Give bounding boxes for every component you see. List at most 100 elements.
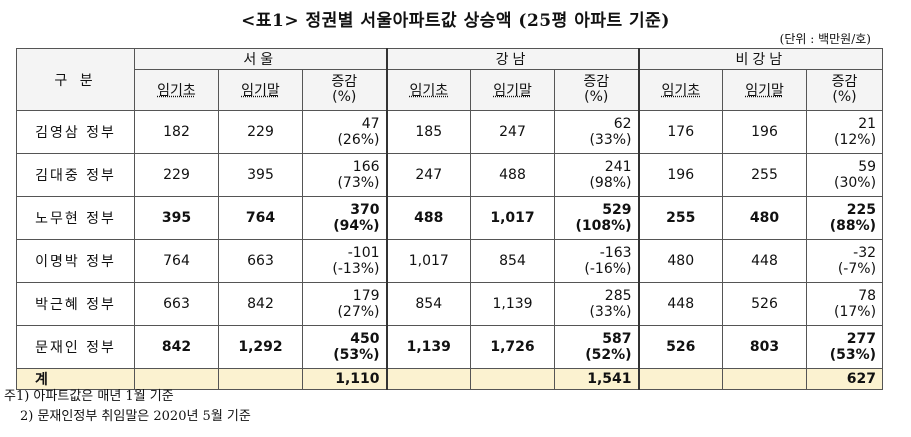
- non-change-cell: 59 (30%): [806, 153, 884, 197]
- change-percent: (73%): [337, 175, 380, 191]
- change-value: 241: [604, 159, 632, 175]
- gangnam-start-cell: 1,139: [385, 325, 472, 369]
- row-label: 노무현 정부: [16, 196, 135, 240]
- seoul-change-cell: 47 (26%): [301, 110, 388, 154]
- col-change: 증감 (%): [301, 69, 388, 111]
- total-gangnam: 1,541: [554, 368, 640, 390]
- total-non-gangnam: 627: [806, 368, 884, 390]
- gangnam-change-cell: 285 (33%): [554, 282, 640, 326]
- table-row: 김영삼 정부 182 229 47 (26%) 185 247 62 (33%) 176 196 21…: [16, 110, 884, 154]
- non-start-cell: 448: [637, 282, 724, 326]
- change-percent: (33%): [589, 304, 632, 320]
- table-row: 박근혜 정부 663 842 179 (27%) 854 1,139 285 (33%) 448 5…: [16, 282, 884, 326]
- seoul-change-cell: 179 (27%): [301, 282, 388, 326]
- non-start-cell: 196: [637, 153, 724, 197]
- change-percent: (53%): [829, 347, 877, 363]
- row-label-header: 구 분: [16, 48, 135, 111]
- seoul-end-cell: 663: [218, 239, 303, 283]
- seoul-change-cell: -101 (-13%): [301, 239, 388, 283]
- change-percent: (88%): [829, 218, 877, 234]
- gangnam-end-cell: 1,726: [470, 325, 556, 369]
- gangnam-end-cell: 247: [470, 110, 556, 154]
- table-row: 김대중 정부 229 395 166 (73%) 247 488 241 (98%) 196 255…: [16, 153, 884, 197]
- group-header-gangnam: 강남: [385, 48, 640, 70]
- change-percent: (108%): [575, 218, 632, 234]
- change-value: -163: [599, 245, 632, 261]
- table-body: 김영삼 정부 182 229 47 (26%) 185 247 62 (33%) 176 196 21…: [16, 110, 884, 369]
- seoul-start-cell: 663: [134, 282, 219, 326]
- col-start: 임기초: [134, 69, 219, 111]
- row-label: 문재인 정부: [16, 325, 135, 369]
- non-end-cell: 803: [722, 325, 808, 369]
- non-end-cell: 255: [722, 153, 808, 197]
- seoul-end-cell: 229: [218, 110, 303, 154]
- total-seoul: 1,110: [301, 368, 388, 390]
- non-end-cell: 196: [722, 110, 808, 154]
- change-value: 277: [846, 331, 877, 347]
- table-row: 노무현 정부 395 764 370 (94%) 488 1,017 529 (108%) 255…: [16, 196, 884, 240]
- non-end-cell: 526: [722, 282, 808, 326]
- change-value: 21: [858, 116, 877, 132]
- change-value: 285: [604, 288, 632, 304]
- seoul-start-cell: 395: [134, 196, 219, 240]
- non-start-cell: 255: [637, 196, 724, 240]
- row-label: 김영삼 정부: [16, 110, 135, 154]
- change-percent: (53%): [333, 347, 380, 363]
- col-change: 증감 (%): [806, 69, 884, 111]
- change-percent: (94%): [333, 218, 380, 234]
- change-percent: (52%): [585, 347, 632, 363]
- row-label: 김대중 정부: [16, 153, 135, 197]
- total-label: 계: [16, 368, 135, 390]
- seoul-end-cell: 842: [218, 282, 303, 326]
- gangnam-end-cell: 1,139: [470, 282, 556, 326]
- gangnam-start-cell: 247: [385, 153, 472, 197]
- col-end: 임기말: [218, 69, 303, 111]
- footnote-1: 주1) 아파트값은 매년 1월 기준: [4, 389, 174, 404]
- non-change-cell: 78 (17%): [806, 282, 884, 326]
- gangnam-change-cell: 529 (108%): [554, 196, 640, 240]
- non-change-cell: 21 (12%): [806, 110, 884, 154]
- non-start-cell: 480: [637, 239, 724, 283]
- seoul-start-cell: 229: [134, 153, 219, 197]
- col-end: 임기말: [470, 69, 556, 111]
- change-percent: (17%): [833, 304, 877, 320]
- change-value: 587: [602, 331, 632, 347]
- change-value: -101: [347, 245, 380, 261]
- change-value: 47: [361, 116, 380, 132]
- row-label: 박근혜 정부: [16, 282, 135, 326]
- table-row: 문재인 정부 842 1,292 450 (53%) 1,139 1,726 587 (52%)…: [16, 325, 884, 369]
- gangnam-start-cell: 1,017: [385, 239, 472, 283]
- table-title: <표1> 정권별 서울아파트값 상승액 (25평 아파트 기준): [241, 11, 670, 31]
- non-change-cell: -32 (-7%): [806, 239, 884, 283]
- seoul-start-cell: 764: [134, 239, 219, 283]
- gangnam-change-cell: 587 (52%): [554, 325, 640, 369]
- group-header-non-gangnam: 비강남: [637, 48, 884, 70]
- non-end-cell: 448: [722, 239, 808, 283]
- gangnam-start-cell: 488: [385, 196, 472, 240]
- change-value: 370: [350, 202, 380, 218]
- change-value: 179: [352, 288, 380, 304]
- group-header-seoul: 서울: [133, 48, 388, 70]
- seoul-start-cell: 842: [134, 325, 219, 369]
- seoul-change-cell: 370 (94%): [301, 196, 388, 240]
- seoul-end-cell: 395: [218, 153, 303, 197]
- change-value: 450: [350, 331, 380, 347]
- change-percent: (98%): [589, 175, 632, 191]
- change-percent: (12%): [833, 132, 877, 148]
- seoul-change-cell: 166 (73%): [301, 153, 388, 197]
- gangnam-change-cell: 241 (98%): [554, 153, 640, 197]
- seoul-end-cell: 764: [218, 196, 303, 240]
- seoul-end-cell: 1,292: [218, 325, 303, 369]
- gangnam-change-cell: -163 (-16%): [554, 239, 640, 283]
- gangnam-start-cell: 854: [385, 282, 472, 326]
- change-value: -32: [853, 245, 877, 261]
- change-percent: (30%): [833, 175, 877, 191]
- change-percent: (33%): [589, 132, 632, 148]
- change-percent: (-13%): [332, 261, 380, 277]
- row-label: 이명박 정부: [16, 239, 135, 283]
- gangnam-end-cell: 854: [470, 239, 556, 283]
- change-percent: (-7%): [837, 261, 877, 277]
- footnote-2: 2) 문재인정부 취임말은 2020년 5월 기준: [20, 409, 251, 424]
- change-value: 166: [352, 159, 380, 175]
- change-value: 59: [858, 159, 877, 175]
